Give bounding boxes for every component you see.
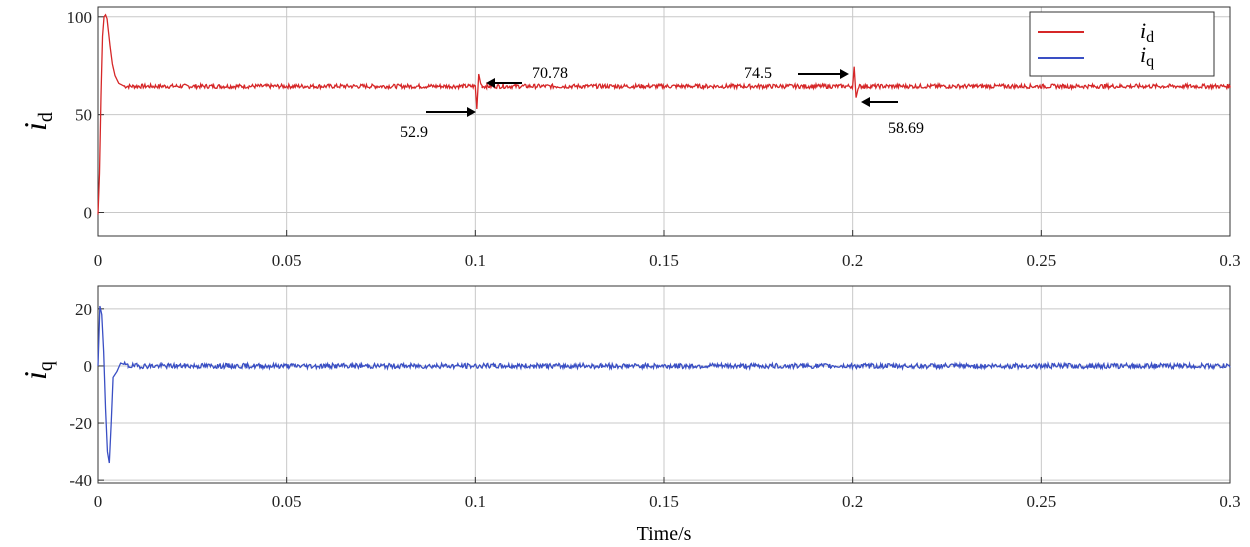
iq-y-tick-label: 0 (84, 357, 93, 376)
iq-x-tick-label: 0.05 (272, 492, 302, 511)
iq-y-axis-label: iq (17, 361, 57, 380)
id-series-line (97, 13, 1231, 215)
id-x-tick-label: 0.15 (649, 251, 679, 270)
arrowhead-icon (840, 69, 849, 79)
id-x-tick-label: 0.05 (272, 251, 302, 270)
iq-x-tick-label: 0.1 (465, 492, 486, 511)
legend-item-id: id (1038, 18, 1154, 46)
id-x-tick-label: 0.1 (465, 251, 486, 270)
x-axis-label: Time/s (637, 523, 692, 545)
annotation-label: 52.9 (400, 124, 428, 141)
legend: id iq (1029, 11, 1215, 77)
arrowhead-icon (486, 78, 495, 88)
id-x-tick-label: 0.2 (842, 251, 863, 270)
id-annotations: 70.78 52.9 74.5 58.69 (400, 65, 924, 141)
iq-y-ticks: 20 0 -20 -40 (69, 300, 104, 490)
id-x-ticks: 0 0.05 0.1 0.15 0.2 0.25 0.3 (94, 230, 1241, 270)
annotation-70-78: 70.78 (486, 65, 568, 88)
annotation-label: 70.78 (532, 65, 568, 82)
iq-series-line (97, 305, 1231, 464)
iq-y-tick-label: -20 (69, 414, 92, 433)
iq-x-tick-label: 0.3 (1219, 492, 1240, 511)
iq-y-tick-label: -40 (69, 471, 92, 490)
iq-x-ticks: 0 0.05 0.1 0.15 0.2 0.25 0.3 (94, 477, 1241, 511)
legend-label-id: id (1140, 18, 1154, 46)
id-chart-panel: 0 50 100 0 0.05 0.1 0.15 0.2 0.25 0.3 id 70.78 5… (17, 6, 1241, 270)
arrowhead-icon (861, 97, 870, 107)
annotation-58-69: 58.69 (861, 97, 924, 137)
id-y-axis-label: id (17, 112, 57, 131)
iq-y-tick-label: 20 (75, 300, 92, 319)
id-x-tick-label: 0 (94, 251, 103, 270)
iq-x-tick-label: 0.2 (842, 492, 863, 511)
legend-box (1029, 11, 1215, 77)
annotation-label: 58.69 (888, 120, 924, 137)
arrowhead-icon (467, 107, 476, 117)
legend-item-iq: iq (1038, 42, 1154, 70)
iq-chart-panel: 20 0 -20 -40 0 0.05 0.1 0.15 0.2 0.25 0.3 iq Time… (17, 285, 1241, 545)
iq-x-tick-label: 0.25 (1026, 492, 1056, 511)
annotation-label: 74.5 (744, 65, 772, 82)
id-x-tick-label: 0.25 (1026, 251, 1056, 270)
annotation-74-5: 74.5 (744, 65, 849, 82)
id-y-tick-label: 100 (67, 8, 93, 27)
legend-label-iq: iq (1140, 42, 1154, 70)
iq-chart-grid (98, 286, 1230, 483)
annotation-52-9: 52.9 (400, 107, 476, 141)
iq-x-tick-label: 0.15 (649, 492, 679, 511)
id-y-tick-label: 50 (75, 106, 92, 125)
id-x-tick-label: 0.3 (1219, 251, 1240, 270)
id-y-tick-label: 0 (84, 204, 93, 223)
iq-x-tick-label: 0 (94, 492, 103, 511)
